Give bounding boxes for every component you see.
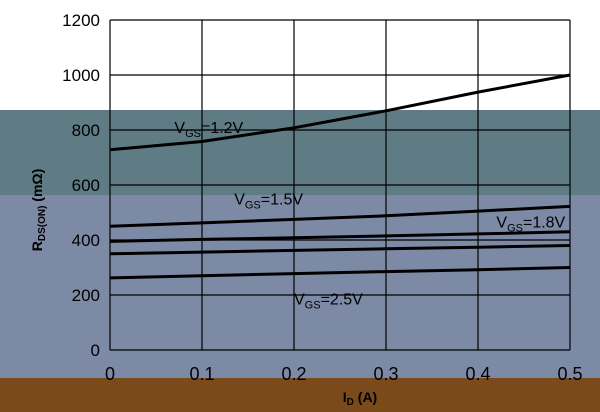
series-label-4: VGS=2.5V	[294, 292, 363, 312]
y-tick-label-2: 400	[72, 231, 100, 250]
series-label-1: VGS=1.5V	[234, 191, 303, 211]
y-tick-label-6: 1200	[62, 11, 100, 30]
band-lower	[0, 195, 600, 378]
series-label-0: VGS=1.2V	[174, 120, 243, 140]
y-tick-label-3: 600	[72, 176, 100, 195]
series-line-1	[109, 204, 571, 228]
series-line-4	[109, 266, 571, 280]
band-middle	[0, 110, 600, 195]
x-tick-label-1: 0.1	[189, 364, 214, 384]
series-line-2	[109, 230, 571, 243]
series-lines	[109, 73, 571, 280]
y-tick-label-4: 800	[72, 121, 100, 140]
series-line-3	[109, 244, 571, 256]
band-top	[0, 0, 600, 110]
y-tick-label-1: 200	[72, 286, 100, 305]
x-tick-labels: 0 0.1 0.2 0.3 0.4 0.5	[105, 364, 583, 384]
y-tick-labels: 0 200 400 600 800 1000 1200	[62, 11, 100, 360]
x-tick-label-2: 0.2	[281, 364, 306, 384]
y-tick-label-0: 0	[91, 341, 100, 360]
x-tick-label-5: 0.5	[557, 364, 582, 384]
series-labels: VGS=1.2V VGS=1.5V VGS=1.8V VGS=2.5V	[174, 120, 565, 312]
series-line-0	[109, 73, 571, 152]
band-bottom	[0, 378, 600, 412]
x-tick-label-4: 0.4	[465, 364, 490, 384]
x-tick-label-3: 0.3	[373, 364, 398, 384]
grid	[109, 19, 571, 351]
series-label-2: VGS=1.8V	[496, 215, 565, 235]
x-tick-label-0: 0	[105, 364, 115, 384]
y-tick-label-5: 1000	[62, 66, 100, 85]
